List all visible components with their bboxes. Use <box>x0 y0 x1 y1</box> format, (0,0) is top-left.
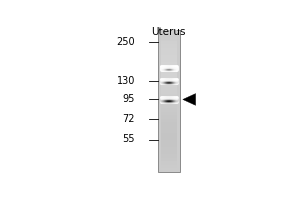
Bar <box>161 151 177 154</box>
Text: 72: 72 <box>123 114 135 124</box>
Bar <box>161 140 177 144</box>
Bar <box>161 66 177 69</box>
Bar <box>161 144 177 147</box>
Bar <box>161 165 177 168</box>
Bar <box>158 30 181 172</box>
Bar <box>161 133 177 136</box>
Bar <box>161 147 177 151</box>
Bar <box>161 41 177 44</box>
Bar <box>161 154 177 158</box>
Bar <box>161 158 177 161</box>
Bar <box>161 90 177 94</box>
Bar <box>161 37 177 41</box>
Bar <box>161 101 177 105</box>
Bar <box>161 119 177 122</box>
Bar <box>161 30 177 34</box>
Bar <box>161 51 177 55</box>
Bar <box>161 105 177 108</box>
Bar <box>161 80 177 83</box>
Bar <box>161 108 177 112</box>
Bar <box>161 161 177 165</box>
Bar <box>161 87 177 90</box>
Bar <box>161 83 177 87</box>
Bar <box>161 55 177 58</box>
Text: Uterus: Uterus <box>152 27 186 37</box>
Text: 250: 250 <box>116 37 135 47</box>
Bar <box>161 44 177 48</box>
Bar <box>161 73 177 76</box>
Bar <box>161 168 177 172</box>
Bar <box>161 122 177 126</box>
Bar <box>161 76 177 80</box>
Text: 95: 95 <box>123 94 135 104</box>
Bar <box>161 97 177 101</box>
Bar <box>161 69 177 73</box>
Bar <box>161 94 177 97</box>
Bar <box>161 34 177 37</box>
Bar <box>161 115 177 119</box>
Bar <box>161 136 177 140</box>
Bar <box>161 58 177 62</box>
Text: 130: 130 <box>117 76 135 86</box>
Bar <box>161 126 177 129</box>
Polygon shape <box>183 94 196 105</box>
Bar <box>161 112 177 115</box>
Bar <box>161 129 177 133</box>
Text: 55: 55 <box>123 134 135 144</box>
Bar <box>161 62 177 66</box>
Bar <box>161 48 177 51</box>
